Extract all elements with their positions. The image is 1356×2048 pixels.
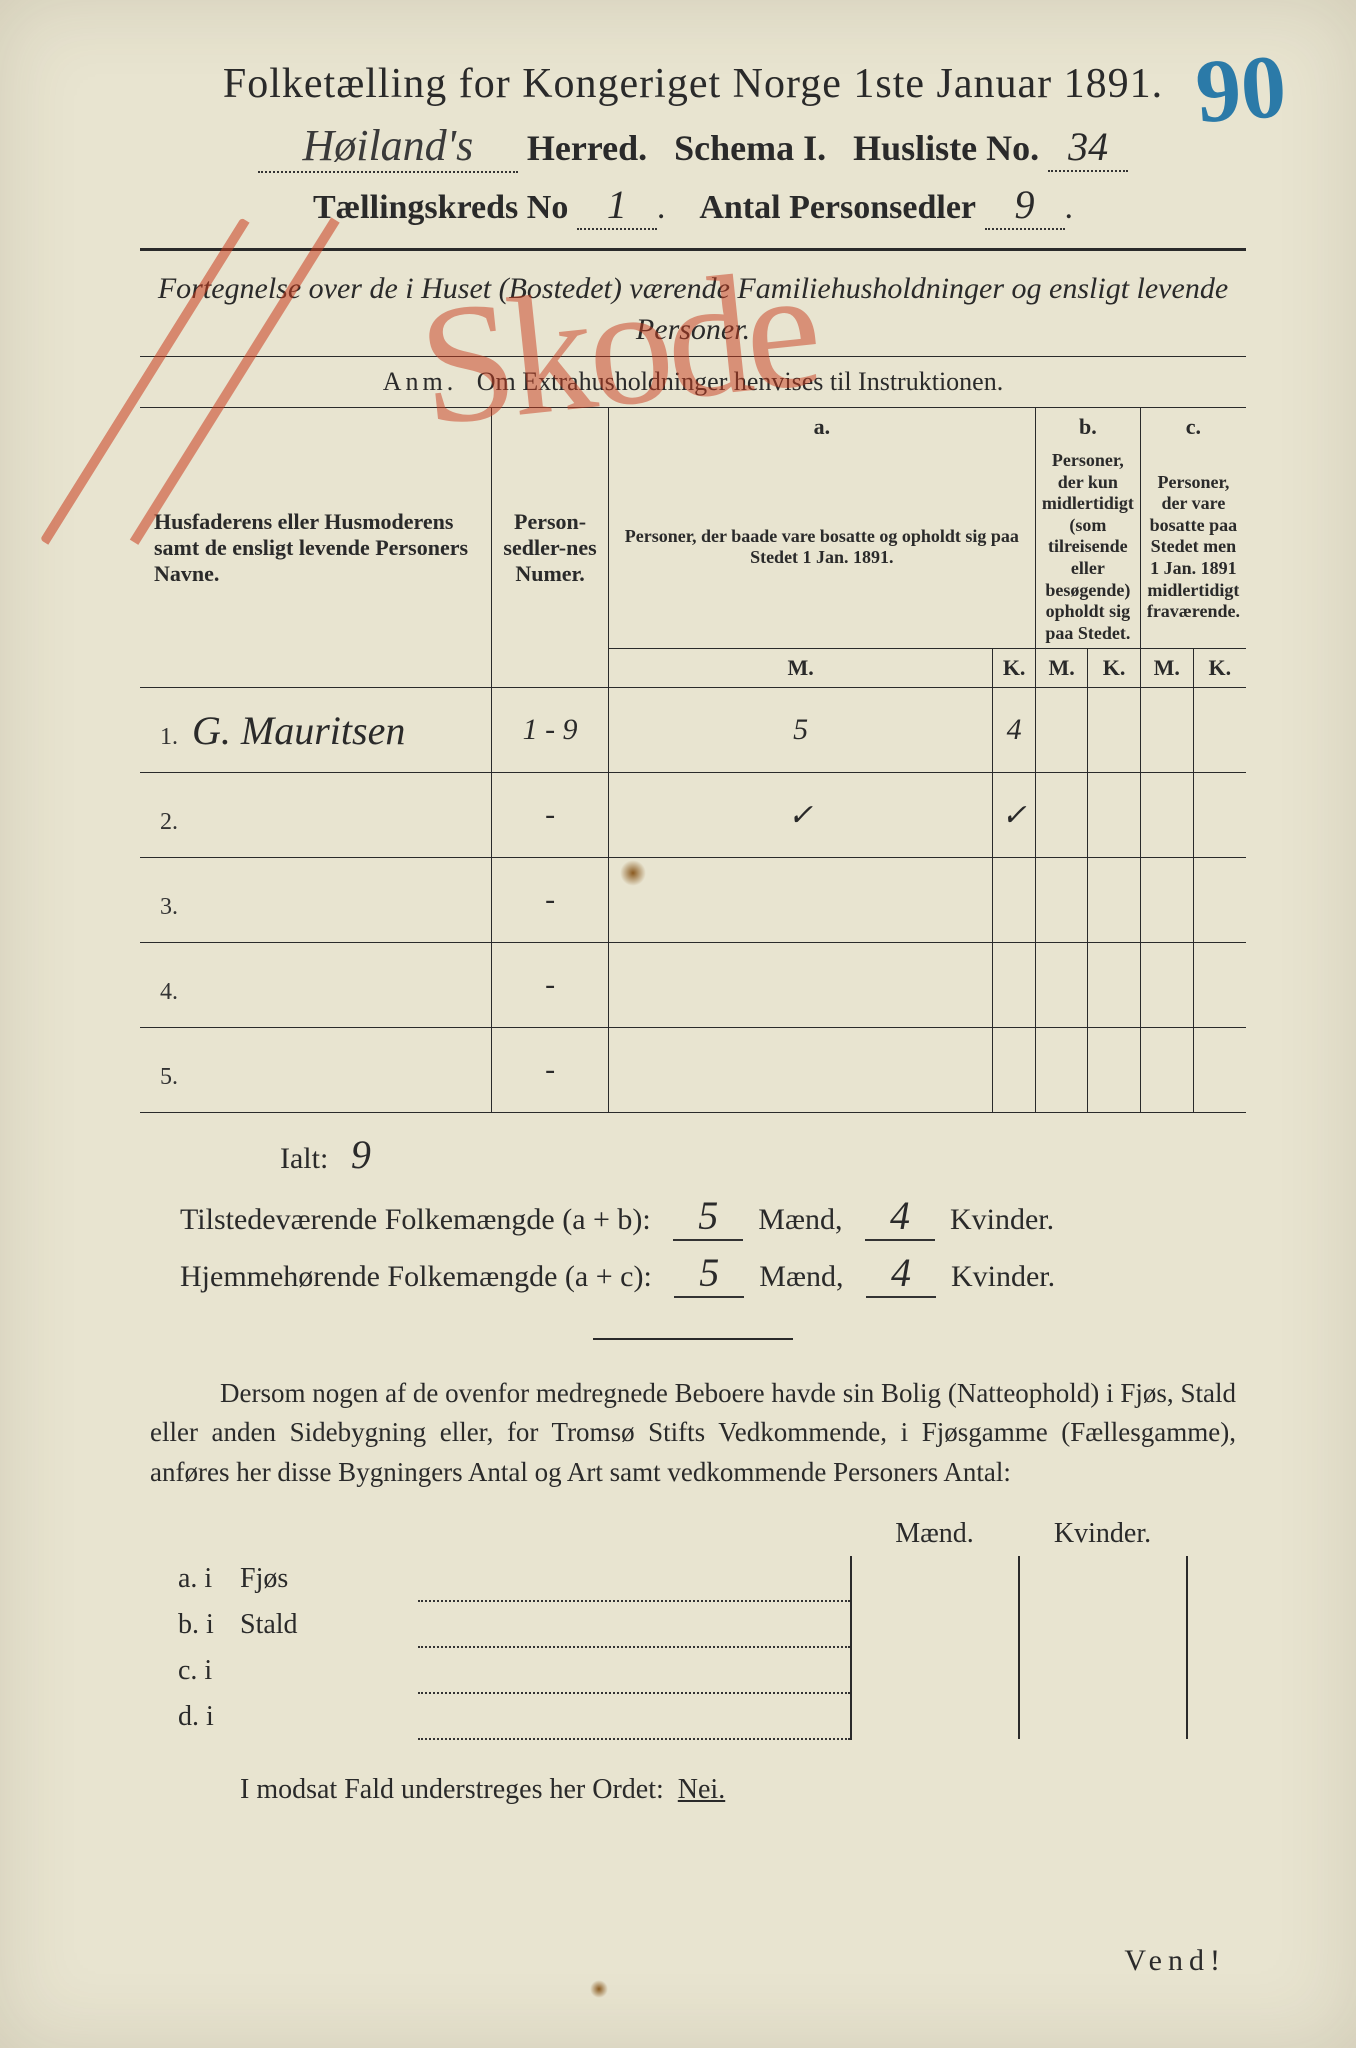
totals-resident: Hjemmehørende Folkemængde (a + c): 5 Mæn… (180, 1249, 1246, 1298)
col-m: M. (1140, 649, 1193, 688)
lower-head-men: Mænd. (851, 1512, 1019, 1556)
herred-name: Høiland's (258, 120, 518, 173)
col-m: M. (1035, 649, 1087, 688)
husliste-label: Husliste No. (853, 128, 1039, 168)
col-head-number: Person-sedler-nes Numer. (492, 408, 608, 688)
personsedler-label: Antal Personsedler (699, 189, 976, 226)
ialt-line: Ialt: 9 (280, 1131, 1246, 1178)
annotation-line: Anm. Om Extrahusholdninger henvises til … (140, 367, 1246, 397)
kvinder-label: Kvinder. (950, 1203, 1054, 1236)
col-k: K. (1088, 649, 1141, 688)
kvinder-label: Kvinder. (951, 1260, 1055, 1293)
paper-stain (620, 860, 646, 886)
ialt-label: Ialt: (280, 1142, 328, 1175)
turn-over: Vend! (1124, 1944, 1226, 1978)
table-row: 5.- (140, 1028, 1246, 1113)
col-k: K. (993, 649, 1035, 688)
corner-page-number: 90 (1193, 35, 1290, 144)
maend-label: Mænd, (758, 1203, 842, 1236)
paper-stain (590, 1980, 608, 1998)
form-title: Folketælling for Kongeriget Norge 1ste J… (140, 60, 1246, 108)
anm-text: Om Extrahusholdninger henvises til Instr… (477, 367, 1003, 396)
col-head-b-text: Personer, der kun midlertidigt (som tilr… (1035, 446, 1140, 649)
kreds-label: Tællingskreds No (313, 189, 568, 226)
header-line-2: Høiland's Herred. Schema I. Husliste No.… (140, 120, 1246, 173)
maend-label: Mænd, (759, 1260, 843, 1293)
table-row: 3.- (140, 858, 1246, 943)
table-row: 2.-✓✓ (140, 773, 1246, 858)
census-form-page: 90 Skode Folketælling for Kongeriget Nor… (0, 0, 1356, 2048)
col-m: M. (608, 649, 993, 688)
form-subtitle: Fortegnelse over de i Huset (Bostedet) v… (140, 269, 1246, 350)
anm-label: Anm. (383, 367, 458, 396)
schema-label: Schema I. (674, 128, 826, 168)
table-row: b. iStald (170, 1601, 1187, 1647)
col-head-b-label: b. (1035, 408, 1140, 447)
divider (140, 356, 1246, 357)
col-head-c-text: Personer, der vare bosatte paa Stedet me… (1140, 446, 1246, 649)
table-row: c. i (170, 1647, 1187, 1693)
col-head-name: Husfaderens eller Husmoderens samt de en… (140, 408, 492, 688)
col-k: K. (1193, 649, 1246, 688)
divider (593, 1338, 793, 1340)
resident-men: 5 (674, 1249, 744, 1298)
modsat-line: I modsat Fald understreges her Ordet: Ne… (240, 1774, 1246, 1806)
personsedler-count: 9 (985, 181, 1065, 230)
paragraph-text: Dersom nogen af de ovenfor medregnede Be… (150, 1378, 1236, 1486)
nei-word: Nei. (678, 1774, 725, 1805)
resident-label: Hjemmehørende Folkemængde (a + c): (180, 1260, 652, 1293)
col-head-c-label: c. (1140, 408, 1246, 447)
resident-women: 4 (866, 1249, 936, 1298)
table-row: d. i (170, 1693, 1187, 1739)
present-women: 4 (865, 1192, 935, 1241)
husliste-number: 34 (1048, 123, 1128, 172)
present-men: 5 (673, 1192, 743, 1241)
col-head-a-label: a. (608, 408, 1035, 447)
modsat-text: I modsat Fald understreges her Ordet: (240, 1774, 664, 1805)
ialt-value: 9 (351, 1132, 371, 1177)
header-line-3: Tællingskreds No 1. Antal Personsedler 9… (140, 181, 1246, 230)
table-row: a. iFjøs (170, 1556, 1187, 1601)
divider (140, 248, 1246, 251)
table-row: 4.- (140, 943, 1246, 1028)
totals-present: Tilstedeværende Folkemængde (a + b): 5 M… (180, 1192, 1246, 1241)
building-table: Mænd. Kvinder. a. iFjøs b. iStald c. i d… (170, 1512, 1188, 1740)
herred-label: Herred. (527, 128, 647, 168)
building-paragraph: Dersom nogen af de ovenfor medregnede Be… (150, 1374, 1236, 1491)
lower-head-women: Kvinder. (1019, 1512, 1187, 1556)
col-head-a-text: Personer, der baade vare bosatte og opho… (608, 446, 1035, 649)
household-table: Husfaderens eller Husmoderens samt de en… (140, 407, 1246, 1113)
kreds-number: 1 (577, 181, 657, 230)
present-label: Tilstedeværende Folkemængde (a + b): (180, 1203, 651, 1236)
table-row: 1.G. Mauritsen1 - 954 (140, 688, 1246, 773)
